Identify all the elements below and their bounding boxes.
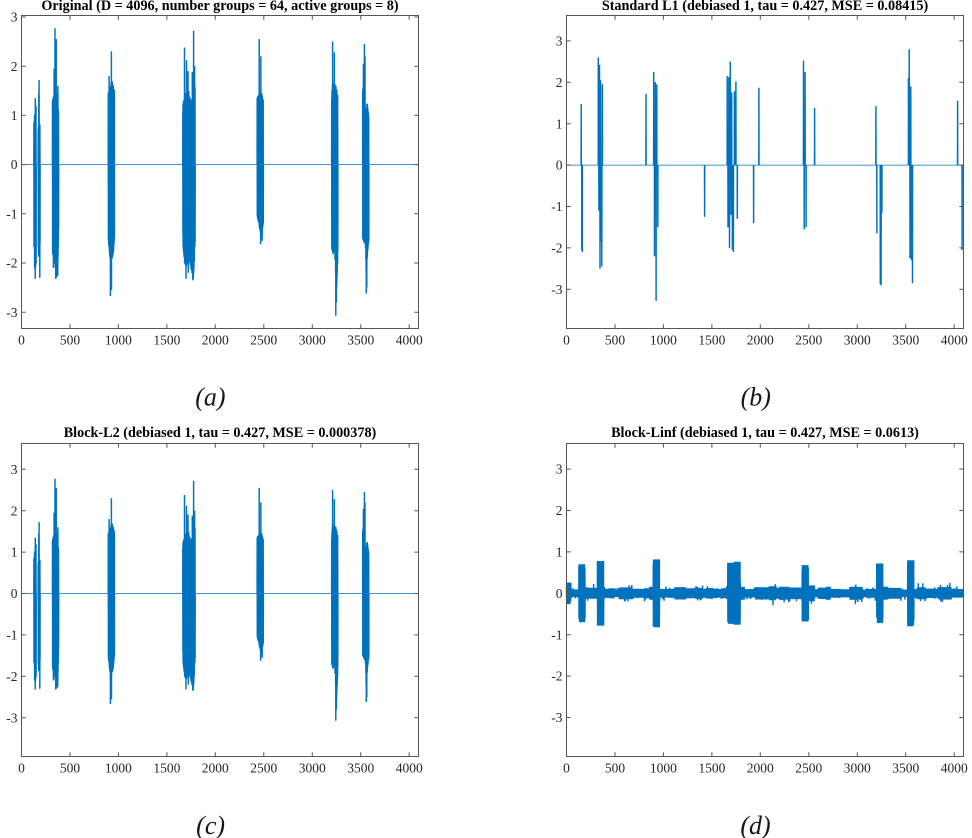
svg-text:-2: -2 (551, 241, 562, 256)
svg-text:3: 3 (11, 10, 18, 25)
svg-text:3500: 3500 (892, 761, 919, 776)
svg-text:1500: 1500 (153, 333, 180, 348)
svg-text:1: 1 (11, 108, 18, 123)
svg-text:2000: 2000 (747, 333, 774, 348)
svg-text:3: 3 (11, 462, 18, 477)
svg-text:1000: 1000 (650, 761, 677, 776)
svg-text:3: 3 (556, 34, 563, 49)
svg-text:0: 0 (563, 333, 570, 348)
svg-text:2: 2 (11, 59, 18, 74)
svg-text:1000: 1000 (105, 761, 132, 776)
svg-text:3500: 3500 (347, 761, 374, 776)
svg-text:4000: 4000 (396, 761, 423, 776)
svg-text:4000: 4000 (396, 333, 423, 348)
svg-text:4000: 4000 (941, 333, 968, 348)
svg-text:0: 0 (556, 158, 563, 173)
svg-text:Block-Linf (debiased 1, tau =: Block-Linf (debiased 1, tau = 0.427, MSE… (611, 425, 919, 441)
svg-text:-2: -2 (6, 256, 17, 271)
svg-text:-1: -1 (6, 206, 17, 221)
svg-text:1000: 1000 (105, 333, 132, 348)
svg-text:2000: 2000 (747, 761, 774, 776)
svg-text:1500: 1500 (698, 333, 725, 348)
svg-text:(c): (c) (196, 811, 225, 838)
svg-text:1: 1 (556, 116, 563, 131)
svg-text:-2: -2 (551, 669, 562, 684)
svg-text:2000: 2000 (202, 333, 229, 348)
svg-text:2500: 2500 (795, 761, 822, 776)
svg-text:2: 2 (11, 503, 18, 518)
svg-text:2000: 2000 (202, 761, 229, 776)
svg-text:3000: 3000 (844, 761, 871, 776)
svg-text:0: 0 (563, 761, 570, 776)
svg-text:3000: 3000 (844, 333, 871, 348)
svg-text:0: 0 (18, 761, 25, 776)
svg-text:2: 2 (556, 503, 563, 518)
svg-text:3500: 3500 (892, 333, 919, 348)
svg-text:0: 0 (556, 586, 563, 601)
svg-text:(d): (d) (740, 811, 770, 838)
svg-text:-1: -1 (551, 627, 562, 642)
svg-text:3500: 3500 (347, 333, 374, 348)
svg-text:500: 500 (605, 761, 626, 776)
svg-text:3000: 3000 (299, 333, 326, 348)
svg-text:1500: 1500 (153, 761, 180, 776)
svg-text:500: 500 (60, 333, 81, 348)
svg-text:2: 2 (556, 75, 563, 90)
svg-text:-3: -3 (6, 710, 17, 725)
svg-text:1500: 1500 (698, 761, 725, 776)
svg-text:Standard L1 (debiased 1, tau =: Standard L1 (debiased 1, tau = 0.427, MS… (602, 0, 929, 14)
svg-text:2500: 2500 (250, 333, 277, 348)
svg-text:(b): (b) (741, 383, 771, 412)
svg-text:4000: 4000 (941, 761, 968, 776)
svg-text:-2: -2 (6, 669, 17, 684)
svg-text:2500: 2500 (795, 333, 822, 348)
svg-text:Original (D = 4096, number gro: Original (D = 4096, number groups = 64, … (41, 0, 399, 14)
svg-text:1: 1 (11, 545, 18, 560)
svg-text:-1: -1 (6, 628, 17, 643)
svg-text:-3: -3 (551, 282, 562, 297)
svg-text:Block-L2 (debiased 1, tau = 0.: Block-L2 (debiased 1, tau = 0.427, MSE =… (64, 425, 377, 441)
svg-text:-1: -1 (551, 199, 562, 214)
svg-text:0: 0 (11, 586, 18, 601)
svg-text:(a): (a) (195, 383, 225, 412)
svg-text:500: 500 (605, 333, 626, 348)
svg-text:3000: 3000 (299, 761, 326, 776)
svg-text:500: 500 (60, 761, 81, 776)
svg-text:2500: 2500 (250, 761, 277, 776)
svg-text:0: 0 (18, 333, 25, 348)
svg-text:1000: 1000 (650, 333, 677, 348)
svg-text:1: 1 (556, 545, 563, 560)
svg-text:-3: -3 (6, 305, 17, 320)
svg-text:0: 0 (11, 157, 18, 172)
svg-text:-3: -3 (551, 710, 562, 725)
svg-text:3: 3 (556, 462, 563, 477)
